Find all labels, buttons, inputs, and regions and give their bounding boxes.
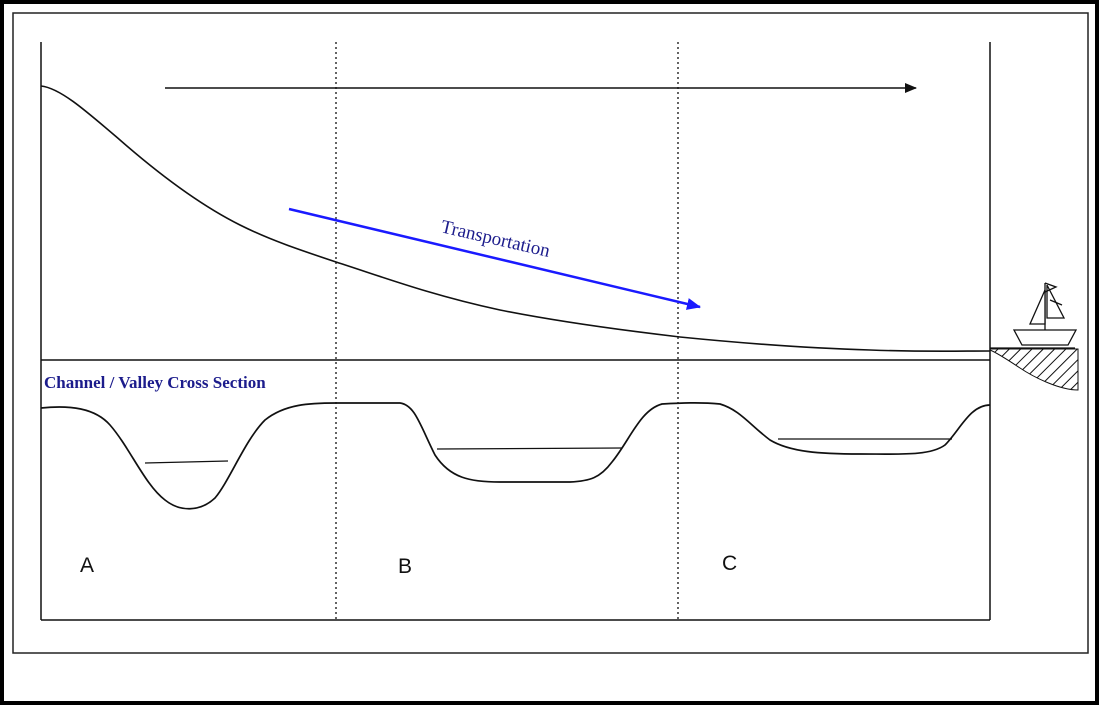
zone-label-a: A xyxy=(80,554,94,577)
water-level-a xyxy=(144,460,229,464)
zone-label-b: B xyxy=(398,555,412,578)
transport-label: Transportation xyxy=(439,216,553,262)
sailboat-icon xyxy=(1012,282,1078,346)
cross-section-profile xyxy=(40,402,991,510)
sea-hatch xyxy=(989,348,1079,391)
zone-label-c: C xyxy=(722,552,737,575)
long-profile-curve xyxy=(40,85,991,353)
cross-section-heading: Channel / Valley Cross Section xyxy=(44,373,266,392)
transport-arrow xyxy=(288,207,701,310)
figure-border xyxy=(12,12,1089,654)
water-level-b xyxy=(436,447,623,450)
